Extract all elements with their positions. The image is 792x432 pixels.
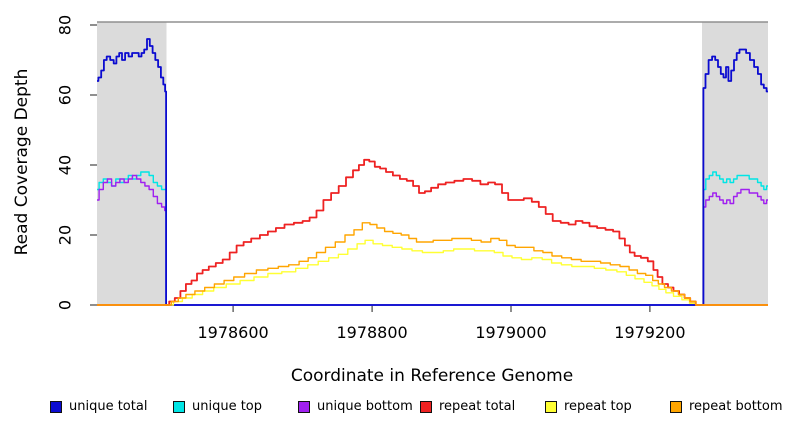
- series-unique-total: [97, 38, 768, 306]
- y-axis-title: Read Coverage Depth: [12, 68, 32, 256]
- x-tick-label: 1979200: [614, 323, 685, 342]
- y-tick-label: 20: [56, 225, 75, 245]
- shaded-region: [97, 22, 167, 305]
- series-repeat-bottom: [97, 222, 768, 306]
- y-tick-label: 60: [56, 85, 75, 105]
- shaded-region: [702, 22, 768, 305]
- x-tick-label: 1978800: [336, 323, 407, 342]
- series-repeat-total: [97, 158, 768, 306]
- y-tick-label: 40: [56, 155, 75, 175]
- series-repeat-top: [97, 239, 768, 306]
- y-tick-label: 0: [56, 300, 75, 310]
- x-tick-label: 1978600: [197, 323, 268, 342]
- y-tick-label: 80: [56, 15, 75, 35]
- x-tick-label: 1979000: [475, 323, 546, 342]
- x-axis-title: Coordinate in Reference Genome: [290, 366, 574, 386]
